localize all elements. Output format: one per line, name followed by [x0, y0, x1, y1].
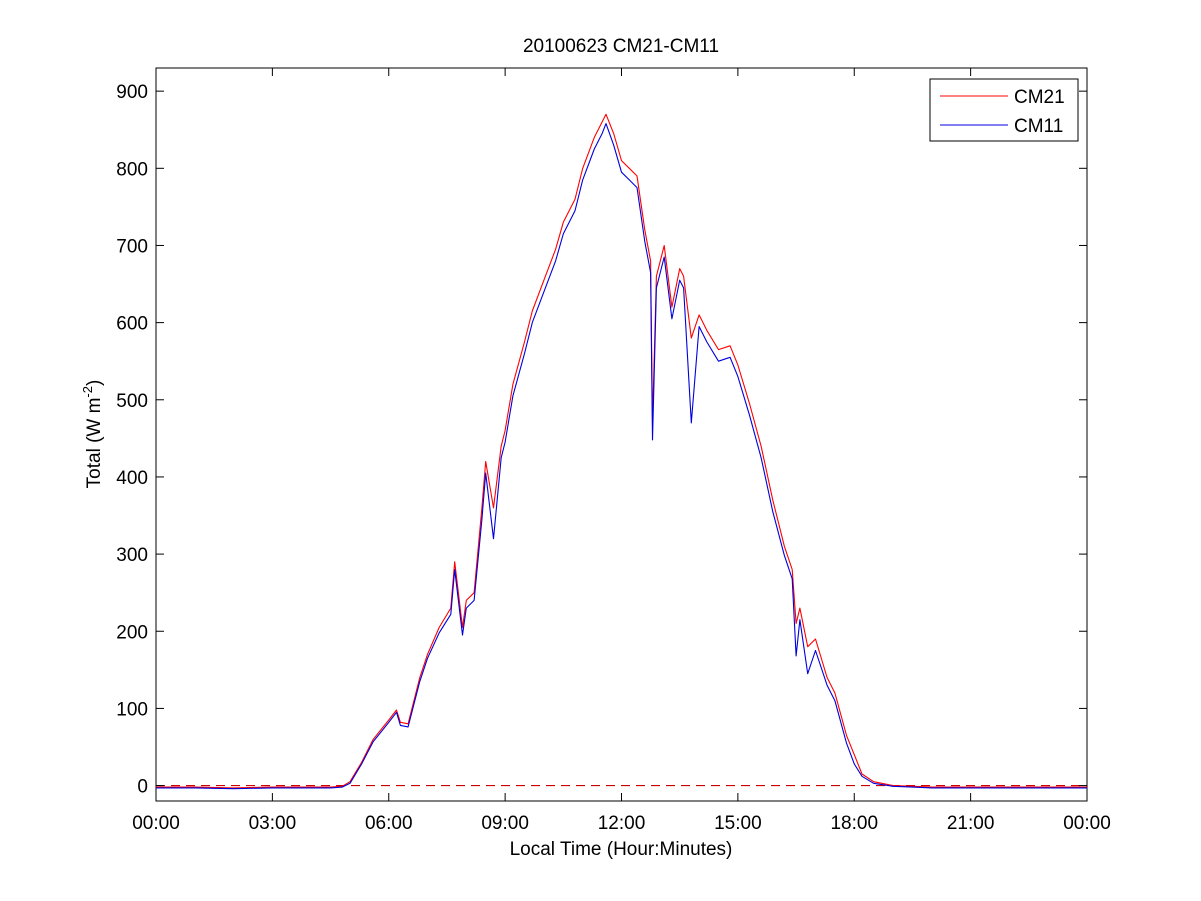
y-axis-label-sup: -2 — [80, 386, 95, 398]
y-axis-label: Total (W m-2) — [80, 380, 105, 489]
x-tick-label: 09:00 — [481, 813, 529, 834]
series-line-cm21 — [156, 113, 1087, 789]
y-tick-label: 400 — [116, 468, 148, 489]
x-tick-label: 15:00 — [714, 813, 762, 834]
legend-label-cm21: CM21 — [1014, 87, 1065, 108]
y-tick-label: 600 — [116, 314, 148, 335]
legend-box — [929, 78, 1079, 142]
axes-box — [155, 67, 1088, 802]
x-tick-label: 00:00 — [132, 813, 180, 834]
plot-area: 00:00 03:00 06:00 09:00 12:00 15:00 18:00 21:00… — [116, 67, 1111, 834]
x-tick-label: 03:00 — [249, 813, 297, 834]
legend: CM21 CM11 — [929, 78, 1079, 142]
legend-label-cm11: CM11 — [1014, 116, 1063, 137]
y-tick-label: 900 — [116, 82, 148, 103]
chart-title: 20100623 CM21-CM11 — [523, 36, 719, 57]
x-tick-label: 21:00 — [947, 813, 995, 834]
series-line-cm11 — [156, 123, 1087, 790]
x-tick-label: 12:00 — [598, 813, 646, 834]
y-tick-label: 200 — [116, 622, 148, 643]
x-tick-label: 00:00 — [1063, 813, 1111, 834]
x-axis-label: Local Time (Hour:Minutes) — [510, 839, 733, 860]
y-tick-label: 700 — [116, 236, 148, 257]
y-tick-label: 800 — [116, 159, 148, 180]
x-tick-label: 06:00 — [365, 813, 413, 834]
y-axis-label-end: ) — [84, 380, 105, 386]
y-axis-label-base: Total (W m — [84, 398, 105, 489]
y-tick-label: 0 — [137, 777, 148, 798]
tick-layer: 00:00 03:00 06:00 09:00 12:00 15:00 18:00 21:00… — [116, 68, 1111, 834]
y-tick-label: 500 — [116, 391, 148, 412]
series-layer — [156, 113, 1087, 790]
y-tick-label: 300 — [116, 545, 148, 566]
y-tick-label: 100 — [116, 699, 148, 720]
x-tick-label: 18:00 — [830, 813, 878, 834]
